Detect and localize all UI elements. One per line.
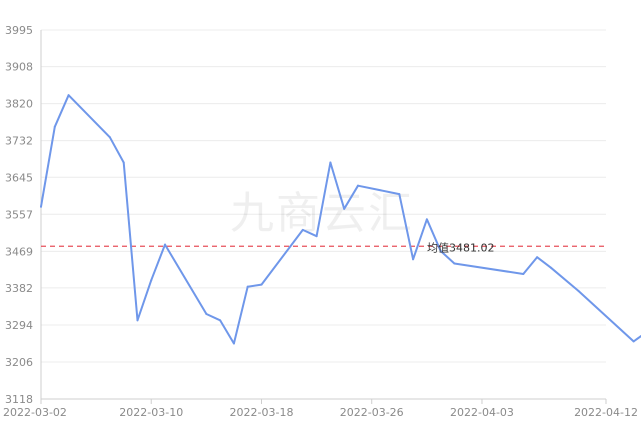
data-point <box>632 340 635 343</box>
data-point <box>260 283 263 286</box>
y-axis-ticks: 3995 3908 3820 3732 3645 3557 3469 3382 3294 3206… <box>5 24 33 406</box>
data-point <box>40 205 42 208</box>
data-point <box>67 94 70 97</box>
data-point <box>246 285 249 288</box>
x-tick-label: 2022-03-26 <box>340 406 404 419</box>
data-point <box>329 161 332 164</box>
data-point <box>536 256 539 259</box>
y-tick-label: 3732 <box>5 135 33 148</box>
data-point <box>108 136 111 139</box>
x-tick-label: 2022-03-02 <box>3 406 67 419</box>
data-point <box>122 161 125 164</box>
data-point <box>164 243 167 246</box>
data-point <box>343 207 346 210</box>
y-tick-label: 3206 <box>5 356 33 369</box>
data-point <box>356 184 359 187</box>
data-point <box>150 279 153 282</box>
x-tick-label: 2022-04-12 <box>574 406 638 419</box>
data-point <box>136 319 139 322</box>
data-point <box>315 235 318 238</box>
data-point <box>232 342 235 345</box>
y-tick-label: 3469 <box>5 245 33 258</box>
data-point <box>53 125 56 128</box>
data-point <box>453 262 456 265</box>
data-point <box>549 266 552 269</box>
data-point <box>577 289 580 292</box>
data-point <box>522 273 525 276</box>
y-tick-label: 3118 <box>5 393 33 406</box>
data-point <box>439 249 442 252</box>
data-point <box>219 319 222 322</box>
y-tick-label: 3995 <box>5 24 33 37</box>
data-point <box>205 313 208 316</box>
x-tick-label: 2022-03-18 <box>230 406 294 419</box>
y-tick-label: 3382 <box>5 282 33 295</box>
y-tick-label: 3645 <box>5 171 33 184</box>
x-tick-label: 2022-04-03 <box>450 406 514 419</box>
watermark-text: 九商云汇 <box>230 188 414 239</box>
data-point <box>412 258 415 261</box>
data-point <box>425 218 428 221</box>
average-label: 均值3481.02 <box>427 241 495 254</box>
y-tick-label: 3908 <box>5 61 33 74</box>
x-tick-label: 2022-03-10 <box>119 406 183 419</box>
x-axis-ticks: 2022-03-02 2022-03-10 2022-03-18 2022-03-26… <box>3 399 638 419</box>
y-tick-label: 3557 <box>5 208 33 221</box>
y-tick-label: 3294 <box>5 319 33 332</box>
y-tick-label: 3820 <box>5 98 33 111</box>
data-point <box>398 193 401 196</box>
grid <box>41 29 606 363</box>
series-points <box>40 94 635 345</box>
data-point <box>301 228 304 231</box>
